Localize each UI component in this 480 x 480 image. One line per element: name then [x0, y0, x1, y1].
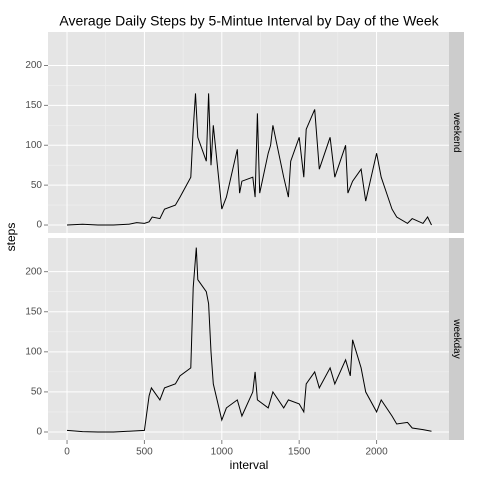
- x-tick-label: 0: [64, 447, 70, 458]
- x-tick-label: 1000: [211, 447, 234, 458]
- y-tick-label: 100: [25, 140, 42, 151]
- y-tick-label: 150: [25, 100, 42, 111]
- facet-strip: [449, 238, 464, 440]
- y-tick-label: 150: [25, 306, 42, 317]
- y-tick-label: 200: [25, 266, 42, 277]
- facet-label: weekend: [451, 111, 462, 152]
- y-tick-label: 0: [36, 427, 42, 438]
- facet-strip: [449, 32, 464, 233]
- x-tick-label: 1500: [288, 447, 311, 458]
- y-axis-label: steps: [4, 223, 18, 252]
- facet-label: weekday: [451, 318, 462, 358]
- y-tick-label: 50: [31, 180, 43, 191]
- y-tick-label: 50: [31, 387, 43, 398]
- x-tick-label: 500: [136, 447, 153, 458]
- y-tick-label: 0: [36, 220, 42, 231]
- y-tick-label: 100: [25, 346, 42, 357]
- panel-background: [48, 238, 449, 440]
- data-line: [66, 247, 432, 433]
- data-line: [66, 93, 432, 226]
- x-tick-label: 2000: [365, 447, 388, 458]
- panel-background: [48, 32, 449, 233]
- y-tick-label: 200: [25, 60, 42, 71]
- chart-title: Average Daily Steps by 5-Mintue Interval…: [59, 13, 439, 29]
- x-axis-label: interval: [230, 458, 269, 472]
